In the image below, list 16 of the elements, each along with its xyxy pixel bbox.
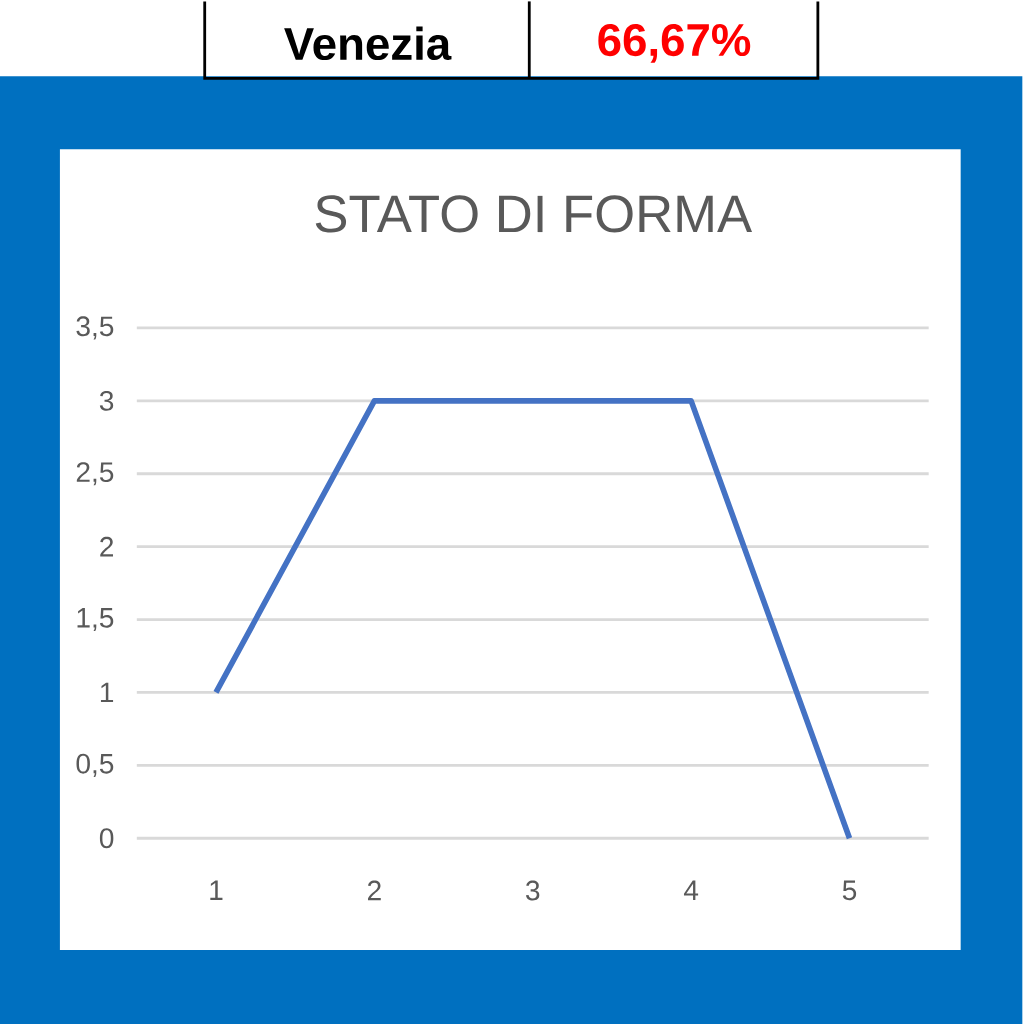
y-tick-label: 1 <box>101 682 114 703</box>
x-tick-label: 4 <box>684 880 699 900</box>
y-tick-label: 2,5 <box>77 462 114 486</box>
chart-title: STATO DI FORMA <box>315 195 753 233</box>
y-tick-label: 3,5 <box>76 316 114 340</box>
y-tick-label: 2 <box>100 536 114 557</box>
x-tick-label: 2 <box>368 880 381 901</box>
y-tick-label: 0,5 <box>76 753 114 777</box>
text: 66,67% <box>598 23 751 63</box>
y-tick-label: 0 <box>100 828 114 849</box>
y-tick-label: 1,5 <box>77 608 114 631</box>
x-tick-label: 5 <box>843 880 857 901</box>
x-tick-label: 3 <box>526 880 540 901</box>
y-tick-label: 3 <box>100 390 114 411</box>
x-tick-label: 1 <box>210 880 223 900</box>
text: Venezia <box>284 26 452 61</box>
